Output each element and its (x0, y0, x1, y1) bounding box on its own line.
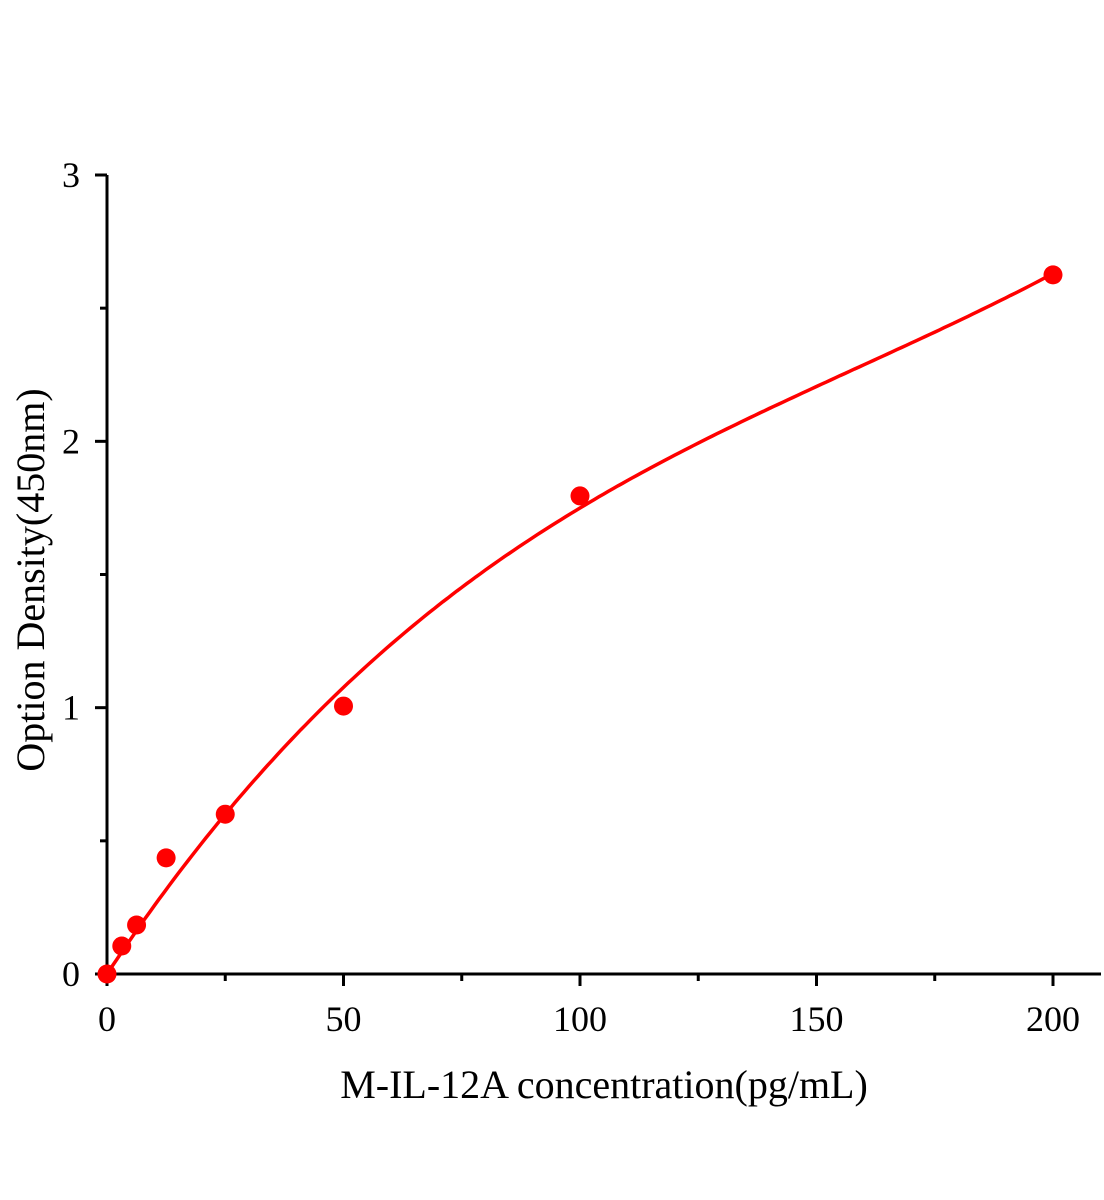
y-tick-label: 3 (62, 155, 80, 195)
y-tick-label: 2 (62, 421, 80, 461)
x-axis-label: M-IL-12A concentration(pg/mL) (340, 1062, 868, 1107)
axes: 0 50 100 150 200 0 1 2 3 (62, 155, 1101, 1039)
y-tick-label: 1 (62, 688, 80, 728)
data-point (215, 804, 235, 824)
data-point (112, 936, 132, 956)
x-tick-label: 0 (98, 999, 116, 1039)
x-tick-label: 200 (1026, 999, 1080, 1039)
x-tick-label: 100 (553, 999, 607, 1039)
data-point (570, 486, 590, 506)
y-axis-label: Option Density(450nm) (8, 388, 53, 771)
data-point (156, 848, 176, 868)
y-tick-label: 0 (62, 954, 80, 994)
data-point (334, 696, 353, 716)
data-points (97, 265, 1063, 984)
fit-curve-layer (105, 272, 1054, 975)
fit-curve-line (105, 272, 1054, 975)
data-point (1043, 265, 1063, 285)
data-point (97, 964, 117, 984)
x-tick-label: 50 (326, 999, 362, 1039)
x-tick-label: 150 (790, 999, 844, 1039)
data-point (127, 915, 147, 935)
